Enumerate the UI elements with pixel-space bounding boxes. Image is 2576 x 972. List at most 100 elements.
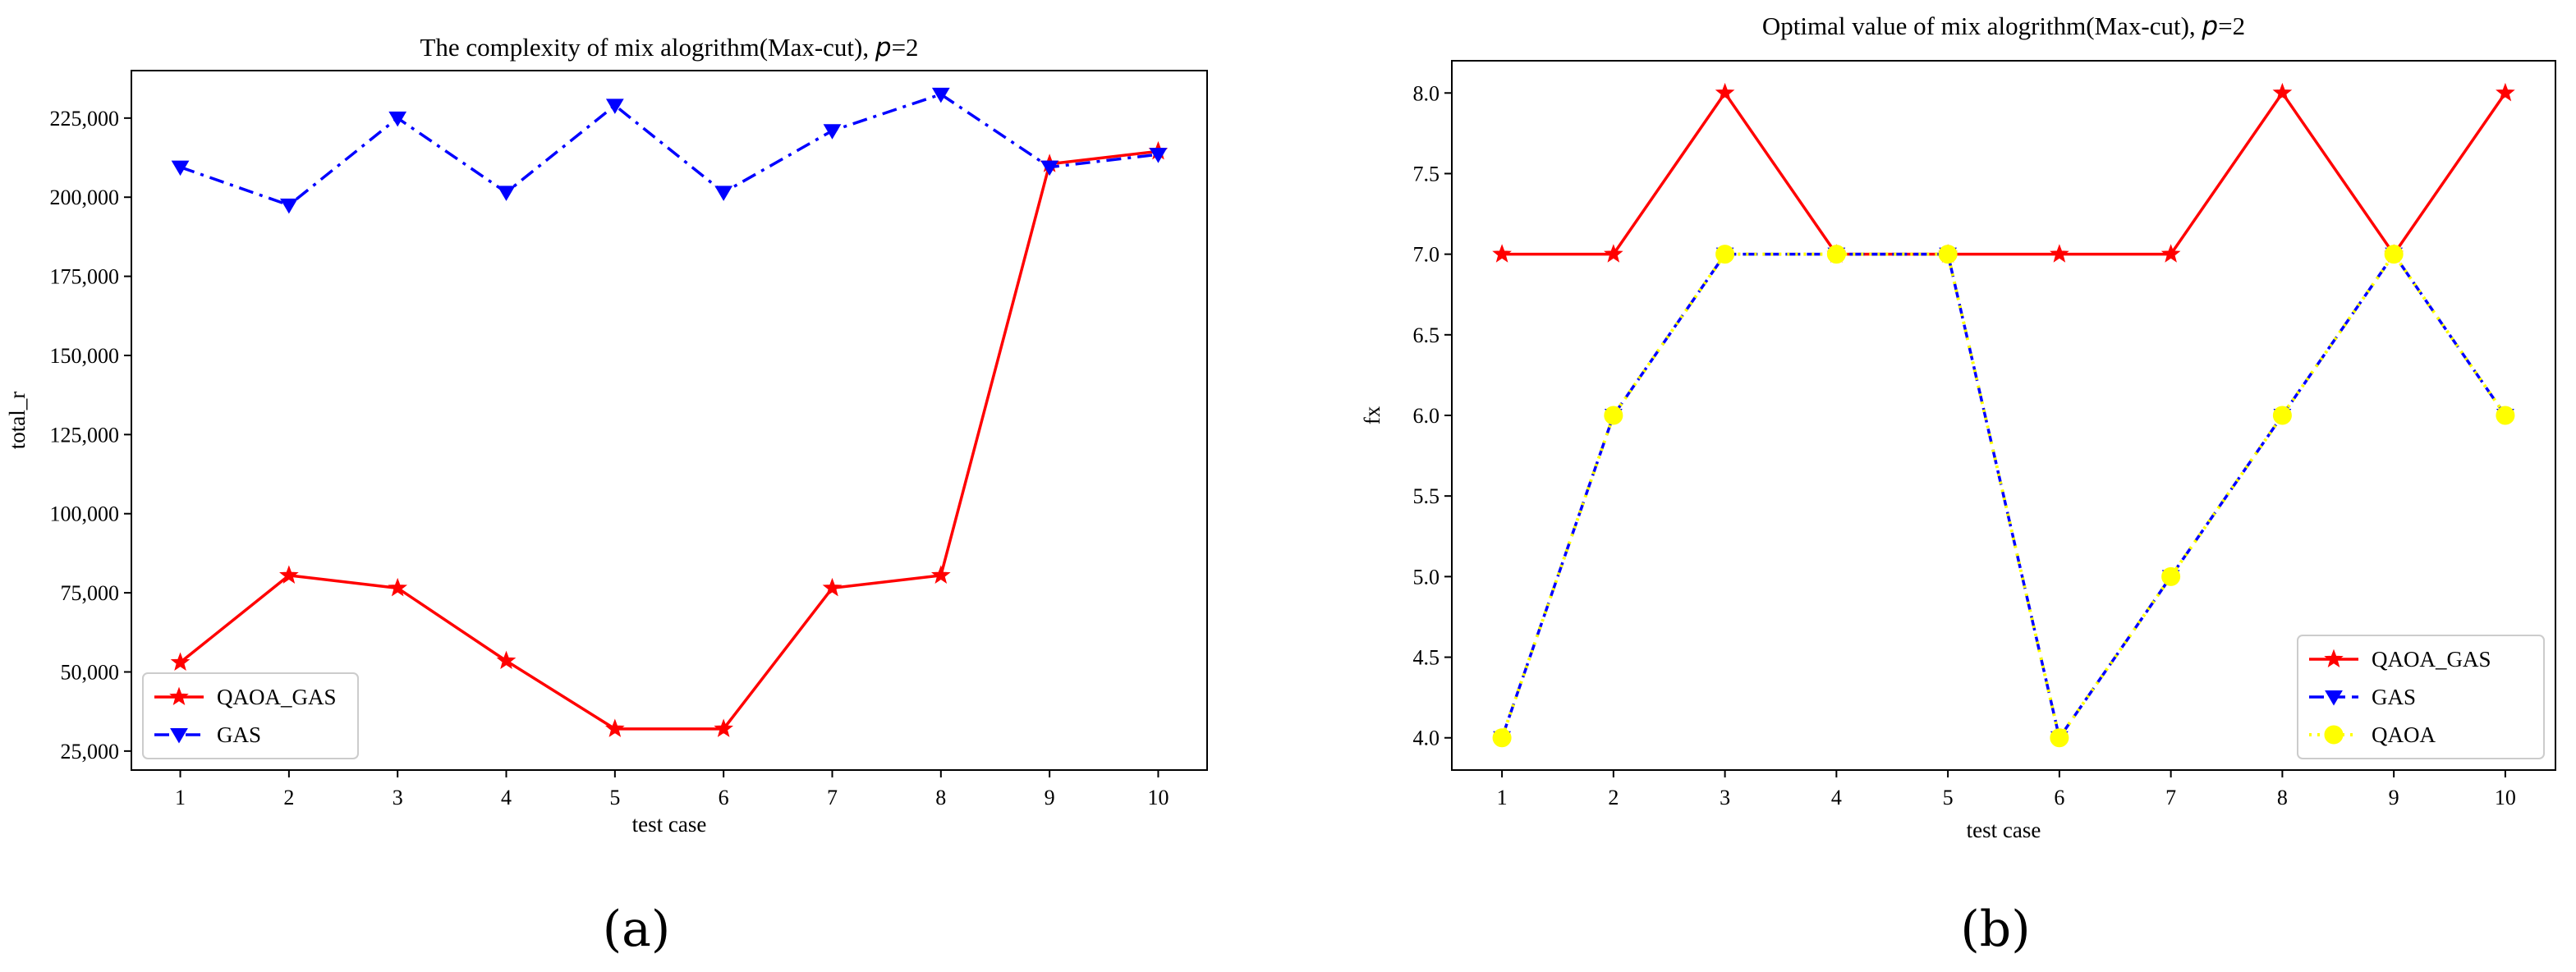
data-point	[279, 565, 299, 584]
data-point	[2272, 406, 2292, 425]
data-point	[170, 652, 191, 671]
legend-marker	[2324, 649, 2344, 668]
legend-label: QAOA_GAS	[217, 685, 337, 709]
data-point	[1604, 244, 1623, 263]
panel-label: (a)	[603, 901, 671, 958]
data-point	[497, 186, 516, 201]
data-point	[2160, 244, 2181, 263]
y-tick-label: 100,000	[50, 502, 120, 526]
y-tick-label: 6.0	[1413, 404, 1440, 428]
legend-box	[142, 672, 359, 759]
x-tick-label: 5	[609, 786, 620, 809]
legend-label: QAOA_GAS	[2372, 647, 2491, 672]
data-point	[714, 718, 733, 737]
y-axis-title: fx	[1360, 406, 1384, 424]
legend-marker	[2325, 690, 2343, 706]
chart-title-suffix: =2	[892, 33, 919, 62]
x-tick-label: 3	[1720, 786, 1730, 809]
x-tick-label: 2	[283, 786, 294, 809]
x-tick-label: 8	[935, 786, 946, 809]
x-tick-label: 4	[501, 786, 512, 809]
y-tick-label: 225,000	[50, 107, 120, 131]
y-tick-label: 175,000	[50, 265, 120, 289]
y-tick-label: 4.5	[1413, 646, 1440, 670]
data-point	[2496, 406, 2515, 425]
data-point	[1715, 245, 1735, 264]
legend: QAOA_GAS GAS	[142, 672, 359, 759]
data-point	[1492, 244, 1512, 263]
legend-label: GAS	[2372, 685, 2416, 709]
chart-b: Optimal value of mix alogrithm(Max-cut),…	[1360, 11, 2556, 958]
series-line	[1500, 252, 2507, 740]
data-point	[822, 577, 843, 597]
data-point	[605, 99, 624, 114]
data-point	[388, 111, 407, 127]
chart-title-text: Optimal value of mix alogrithm(Max-cut),	[1762, 11, 2202, 40]
legend-marker	[169, 686, 189, 706]
x-tick-label: 6	[2054, 786, 2064, 809]
chart-title-suffix: =2	[2218, 11, 2245, 40]
x-tick-label: 1	[1497, 786, 1508, 809]
series-line	[179, 149, 1159, 731]
y-tick-label: 4.0	[1413, 727, 1440, 750]
data-point	[714, 186, 733, 201]
x-tick-label: 3	[393, 786, 403, 809]
plot-frame	[131, 70, 1208, 771]
chart-title-variable: p	[875, 33, 892, 62]
y-tick-label: 6.5	[1413, 323, 1440, 347]
x-tick-label: 10	[2495, 786, 2516, 809]
data-point	[171, 160, 190, 177]
x-axis-title: test case	[1967, 818, 2041, 842]
data-point	[1040, 160, 1059, 177]
legend-marker	[2324, 725, 2344, 745]
data-point	[1826, 245, 1846, 264]
series-qaoa-gas	[170, 140, 1169, 737]
y-axis-title: total_r	[5, 392, 30, 449]
y-tick-label: 50,000	[61, 660, 120, 684]
data-point	[1604, 406, 1623, 425]
data-point	[930, 565, 951, 584]
chart-title: Optimal value of mix alogrithm(Max-cut),…	[1762, 11, 2245, 41]
x-tick-label: 2	[1608, 786, 1619, 809]
chart-a: The complexity of mix alogrithm(Max-cut)…	[5, 33, 1208, 958]
data-point	[2050, 244, 2069, 263]
x-tick-label: 5	[1943, 786, 1954, 809]
x-tick-label: 7	[2165, 786, 2176, 809]
series-line	[179, 93, 1159, 207]
data-point	[388, 577, 408, 597]
data-point	[1715, 82, 1735, 102]
legend: QAOA_GAS GAS QAOA	[2297, 635, 2545, 759]
data-point	[605, 718, 625, 737]
data-point	[823, 124, 842, 140]
y-tick-label: 125,000	[50, 423, 120, 447]
series-line	[1502, 91, 2507, 256]
data-point	[2496, 82, 2515, 102]
y-tick-label: 200,000	[50, 186, 120, 209]
x-tick-label: 4	[1831, 786, 1842, 809]
data-point	[1492, 728, 1512, 748]
x-tick-label: 10	[1147, 786, 1169, 809]
data-point	[931, 87, 950, 103]
x-tick-label: 9	[1045, 786, 1055, 809]
x-tick-label: 7	[827, 786, 838, 809]
data-point	[279, 198, 298, 214]
x-tick-label: 6	[719, 786, 729, 809]
series-qaoa	[1492, 245, 2515, 748]
legend-label: QAOA	[2372, 722, 2436, 747]
data-point	[2384, 245, 2404, 264]
data-point	[2050, 728, 2069, 748]
y-tick-label: 7.0	[1413, 243, 1440, 267]
x-tick-label: 9	[2389, 786, 2399, 809]
data-point	[496, 650, 517, 670]
chart-title-text: The complexity of mix alogrithm(Max-cut)…	[420, 33, 875, 62]
y-tick-label: 8.0	[1413, 81, 1440, 105]
x-tick-label: 1	[175, 786, 186, 809]
legend-box	[2297, 635, 2545, 759]
chart-title: The complexity of mix alogrithm(Max-cut)…	[420, 33, 918, 62]
data-point	[2161, 566, 2181, 586]
legend-marker	[170, 728, 188, 744]
data-point	[2272, 82, 2293, 102]
y-tick-label: 150,000	[50, 344, 120, 368]
x-tick-label: 8	[2277, 786, 2288, 809]
